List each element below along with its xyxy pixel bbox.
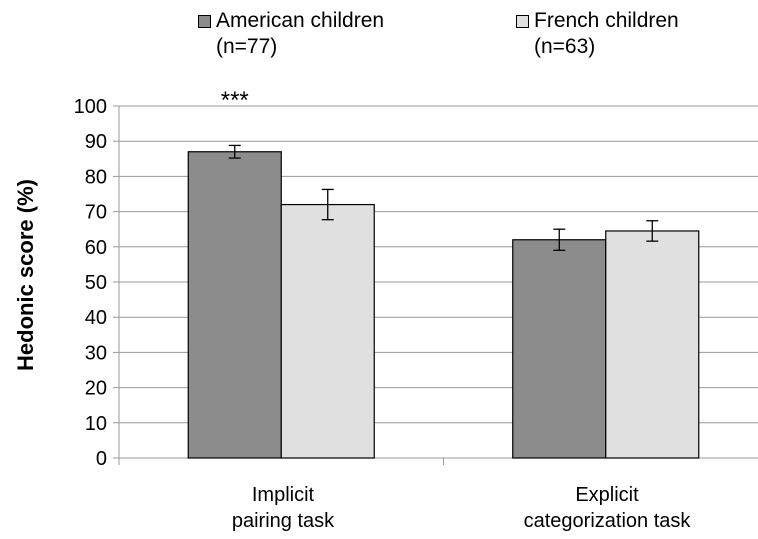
legend-label-french: French children (n=63) [534,9,679,58]
y-tick-label: 0 [96,448,107,470]
x-tick-label-explicit: Explicit categorization task [523,484,691,532]
y-tick-label: 40 [85,307,107,329]
significance-marker: *** [221,87,249,114]
y-axis-label-wrap: Hedonic score (%) [6,80,46,470]
y-tick-label: 60 [85,237,107,259]
y-tick-label: 80 [85,166,107,188]
bar [605,230,700,459]
y-tick-label: 20 [85,378,107,400]
y-axis-label: Hedonic score (%) [13,179,38,371]
y-tick-label: 10 [85,413,107,435]
y-tick-label: 90 [85,131,107,153]
bar [512,239,607,459]
x-tick-label-implicit: Implicit pairing task [231,484,335,532]
legend-label-american: American children (n=77) [216,9,385,58]
bar [280,203,375,459]
y-tick-label: 70 [85,202,107,224]
y-tick-label: 100 [74,96,107,118]
y-tick-label: 30 [85,342,107,364]
y-tick-label: 50 [85,272,107,294]
bar [187,151,282,459]
legend-swatch-american [198,15,211,28]
legend-swatch-french [516,15,529,28]
